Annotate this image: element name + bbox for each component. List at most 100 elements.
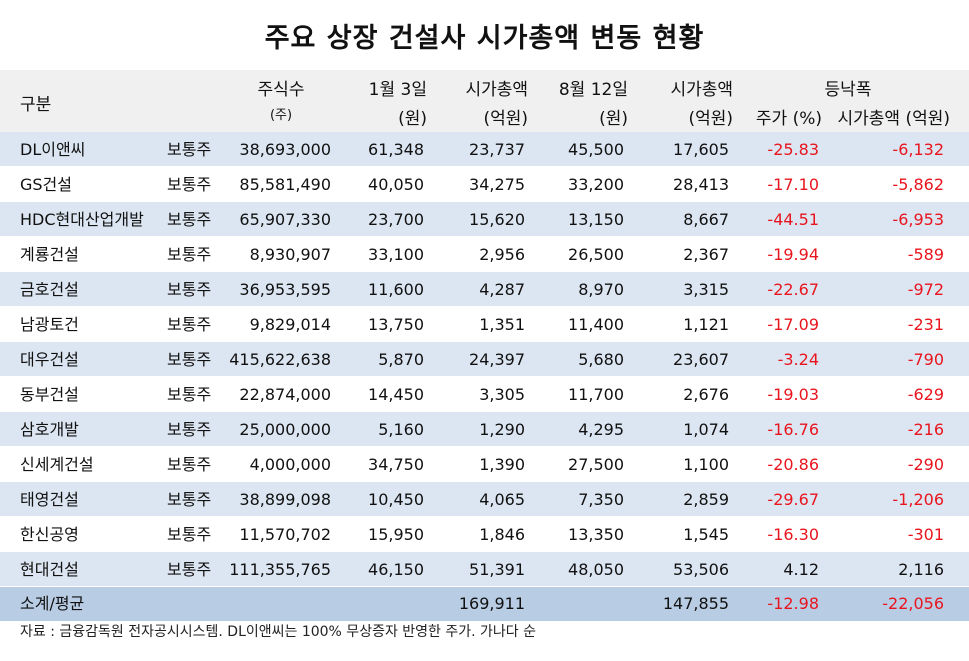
cell-price1: 5,160 [378,420,424,439]
header-pct: 주가 (%) [755,109,822,129]
cell-name: 대우건설 [20,350,79,369]
cell-chg: -5,862 [892,175,944,194]
cell-type: 보통주 [167,315,212,334]
cell-price1: 5,870 [378,350,424,369]
header-price2: 8월 12일 [558,80,628,100]
page-title: 주요 상장 건설사 시가총액 변동 현황 [264,22,705,54]
cell-pct: 4.12 [783,560,819,579]
cell-mcap1: 4,287 [479,280,525,299]
cell-mcap1: 3,305 [479,385,525,404]
cell-name: 한신공영 [20,525,79,544]
cell-mcap1: 15,620 [469,210,525,229]
cell-type: 보통주 [167,490,212,509]
cell-pct: -16.76 [767,420,819,439]
table-row: 계룡건설 보통주 8,930,907 33,100 2,956 26,500 2,367 -1… [0,237,969,272]
table-row: 삼호개발 보통주 25,000,000 5,160 1,290 4,295 1,074 -16… [0,412,969,447]
cell-price1: 11,600 [368,280,424,299]
table-row: 금호건설 보통주 36,953,595 11,600 4,287 8,970 3,315 -2… [0,272,969,307]
total-row: 소계/평균 169,911 147,855 -12.98 -22,056 [0,587,969,621]
cell-mcap1: 1,290 [479,420,525,439]
table-row: 신세계건설 보통주 4,000,000 34,750 1,390 27,500 1,100 -… [0,447,969,482]
cell-price2: 11,700 [568,385,624,404]
cell-pct: -25.83 [767,140,819,159]
cell-type: 보통주 [167,350,212,369]
header-mcap1-unit: (억원) [483,109,528,129]
table-row: 한신공영 보통주 11,570,702 15,950 1,846 13,350 1,545 -… [0,517,969,552]
cell-shares: 111,355,765 [229,560,331,579]
cell-price2: 5,680 [578,350,624,369]
cell-price2: 8,970 [578,280,624,299]
cell-pct: -20.86 [767,455,819,474]
cell-name: 신세계건설 [20,455,94,474]
cell-shares: 415,622,638 [229,350,331,369]
header-shares: 주식수 [257,80,305,100]
cell-price1: 61,348 [368,140,424,159]
cell-chg: -301 [907,525,944,544]
cell-chg: -290 [907,455,944,474]
cell-shares: 11,570,702 [239,525,331,544]
cell-shares: 22,874,000 [239,385,331,404]
cell-price2: 33,200 [568,175,624,194]
cell-mcap2: 1,100 [683,455,729,474]
cell-shares: 38,899,098 [239,490,331,509]
total-mcap1: 169,911 [458,594,525,613]
cell-pct: -3.24 [777,350,819,369]
cell-price1: 23,700 [368,210,424,229]
cell-chg: -589 [907,245,944,264]
cell-name: GS건설 [20,175,72,194]
cell-name: DL이앤씨 [20,140,86,159]
table-row: 태영건설 보통주 38,899,098 10,450 4,065 7,350 2,859 -2… [0,482,969,517]
cell-mcap2: 2,676 [683,385,729,404]
header-price2-unit: (원) [599,109,628,129]
cell-mcap2: 3,315 [683,280,729,299]
cell-chg: -6,132 [892,140,944,159]
table-row: HDC현대산업개발 보통주 65,907,330 23,700 15,620 13,150… [0,202,969,237]
cell-shares: 36,953,595 [239,280,331,299]
cell-chg: -972 [907,280,944,299]
cell-name: 태영건설 [20,490,79,509]
cell-mcap2: 53,506 [673,560,729,579]
cell-type: 보통주 [167,455,212,474]
cell-type: 보통주 [167,525,212,544]
cell-shares: 4,000,000 [249,455,331,474]
header-mcap1: 시가총액 [465,80,528,100]
cell-pct: -22.67 [767,280,819,299]
header-price1-unit: (원) [398,109,427,129]
table-row: 동부건설 보통주 22,874,000 14,450 3,305 11,700 2,676 -… [0,377,969,412]
cell-price1: 33,100 [368,245,424,264]
cell-price2: 26,500 [568,245,624,264]
cell-type: 보통주 [167,175,212,194]
header-price1: 1월 3일 [368,80,427,100]
cell-price2: 45,500 [568,140,624,159]
cell-mcap1: 1,390 [479,455,525,474]
cell-mcap1: 51,391 [469,560,525,579]
cell-price1: 34,750 [368,455,424,474]
cell-price1: 13,750 [368,315,424,334]
cell-mcap1: 4,065 [479,490,525,509]
cell-pct: -44.51 [767,210,819,229]
cell-chg: -629 [907,385,944,404]
cell-name: 동부건설 [20,385,79,404]
cell-pct: -16.30 [767,525,819,544]
cell-pct: -17.09 [767,315,819,334]
header-mcap-change: 시가총액 (억원) [837,109,950,129]
cell-mcap2: 28,413 [673,175,729,194]
table-row: 대우건설 보통주 415,622,638 5,870 24,397 5,680 23,607… [0,342,969,377]
cell-price1: 14,450 [368,385,424,404]
cell-name: 삼호개발 [20,420,79,439]
cell-mcap2: 17,605 [673,140,729,159]
header-change: 등낙폭 [824,80,872,100]
cell-shares: 8,930,907 [249,245,331,264]
cell-mcap1: 2,956 [479,245,525,264]
total-chg: -22,056 [882,594,944,613]
cell-chg: -6,953 [892,210,944,229]
cell-price1: 15,950 [368,525,424,544]
header-gubun: 구분 [20,95,52,115]
cell-name: 계룡건설 [20,245,79,264]
cell-price1: 40,050 [368,175,424,194]
total-pct: -12.98 [767,594,819,613]
cell-mcap2: 1,545 [683,525,729,544]
cell-mcap1: 23,737 [469,140,525,159]
cell-pct: -29.67 [767,490,819,509]
cell-price2: 13,150 [568,210,624,229]
